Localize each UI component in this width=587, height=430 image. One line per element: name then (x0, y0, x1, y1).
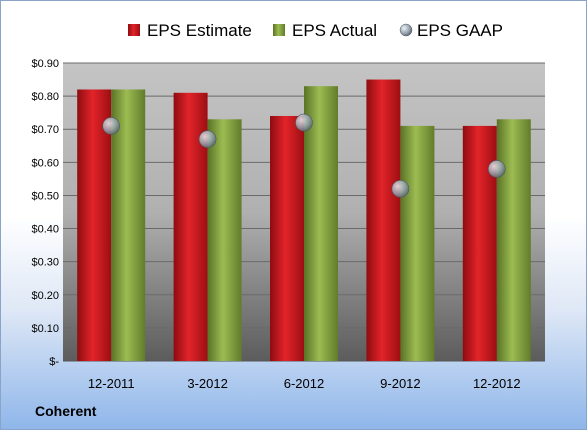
bars (77, 79, 531, 362)
legend-swatch (273, 24, 285, 36)
legend-label: EPS Estimate (147, 21, 252, 40)
eps-actual-bar (304, 86, 338, 361)
x-tick-label: 12-2012 (473, 376, 521, 391)
eps-estimate-bar (462, 125, 497, 362)
eps-actual-bar (400, 125, 435, 362)
eps-actual-bar (496, 119, 531, 362)
axis-ticks: $- $0.10 $0.20 $0.30 $0.40 $0.50 $0.60 $0.70 $0.… (31, 58, 520, 391)
x-tick-label: 3-2012 (187, 376, 227, 391)
y-tick-label: $0.80 (31, 91, 59, 103)
y-tick-label: $0.90 (31, 58, 59, 70)
eps-actual-bar (207, 119, 242, 362)
x-tick-label: 12-2011 (88, 376, 135, 391)
y-tick-label: $0.70 (31, 124, 59, 136)
y-tick-label: $0.20 (31, 290, 59, 302)
legend-label: EPS GAAP (417, 21, 503, 40)
legend-gaap-marker (399, 23, 413, 37)
x-tick-label: 9-2012 (380, 376, 420, 391)
y-tick-label: $0.30 (31, 257, 59, 269)
legend: EPS Estimate EPS Actual EPS GAAP (128, 21, 503, 40)
y-tick-label: $0.10 (31, 323, 59, 335)
eps-actual-bar (111, 89, 146, 361)
eps-gaap-point (295, 113, 313, 132)
company-label: Coherent (35, 403, 97, 419)
eps-gaap-point (198, 130, 217, 148)
eps-gaap-point (102, 117, 120, 135)
eps-gaap-point (391, 180, 410, 198)
y-tick-label: $0.50 (31, 190, 59, 202)
gaap-points (102, 113, 506, 198)
eps-estimate-bar (270, 115, 304, 361)
eps-estimate-bar (366, 79, 401, 362)
y-tick-label: $0.40 (31, 224, 59, 236)
y-tick-label: $- (49, 356, 59, 368)
x-tick-label: 6-2012 (284, 376, 324, 391)
eps-gaap-point (487, 160, 506, 178)
eps-estimate-bar (77, 89, 112, 361)
legend-swatch (128, 24, 140, 36)
legend-label: EPS Actual (292, 21, 377, 40)
y-tick-label: $0.60 (31, 157, 59, 169)
